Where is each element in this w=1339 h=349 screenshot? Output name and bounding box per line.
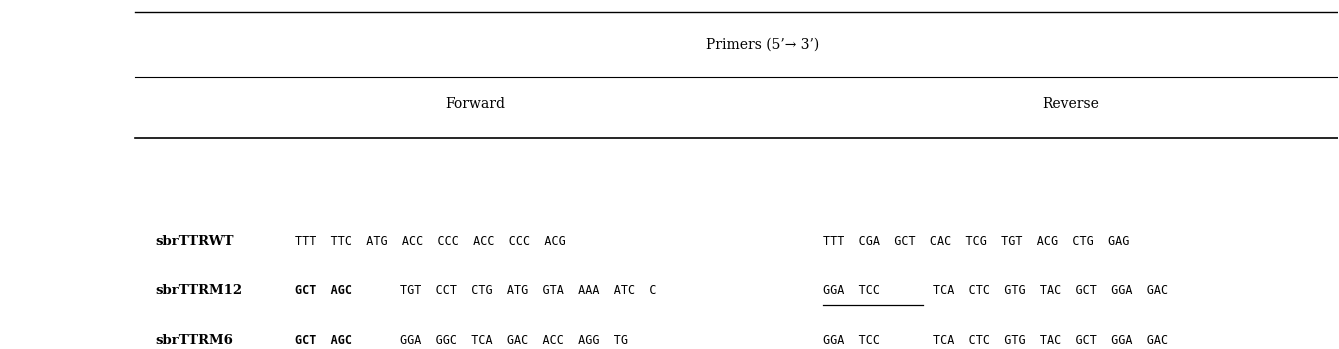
Text: Reverse: Reverse [1042, 97, 1099, 111]
Text: GCT  AGC: GCT AGC [296, 334, 352, 347]
Text: Primers (5’→ 3’): Primers (5’→ 3’) [707, 37, 819, 51]
Text: TCA  CTC  GTG  TAC  GCT  GGA  GAC: TCA CTC GTG TAC GCT GGA GAC [933, 334, 1168, 347]
Text: TCA  CTC  GTG  TAC  GCT  GGA  GAC: TCA CTC GTG TAC GCT GGA GAC [933, 284, 1168, 297]
Text: GGA  TCC: GGA TCC [823, 334, 880, 347]
Text: GGA  GGC  TCA  GAC  ACC  AGG  TG: GGA GGC TCA GAC ACC AGG TG [399, 334, 628, 347]
Text: sbrTTRM12: sbrTTRM12 [155, 284, 242, 297]
Text: TTT  TTC  ATG  ACC  CCC  ACC  CCC  ACG: TTT TTC ATG ACC CCC ACC CCC ACG [296, 235, 566, 247]
Text: GCT  AGC: GCT AGC [296, 284, 352, 297]
Text: Forward: Forward [446, 97, 506, 111]
Text: sbrTTRWT: sbrTTRWT [155, 235, 233, 247]
Text: TTT  CGA  GCT  CAC  TCG  TGT  ACG  CTG  GAG: TTT CGA GCT CAC TCG TGT ACG CTG GAG [823, 235, 1130, 247]
Text: TGT  CCT  CTG  ATG  GTA  AAA  ATC  C: TGT CCT CTG ATG GTA AAA ATC C [399, 284, 656, 297]
Text: sbrTTRM6: sbrTTRM6 [155, 334, 233, 347]
Text: GGA  TCC: GGA TCC [823, 284, 880, 297]
